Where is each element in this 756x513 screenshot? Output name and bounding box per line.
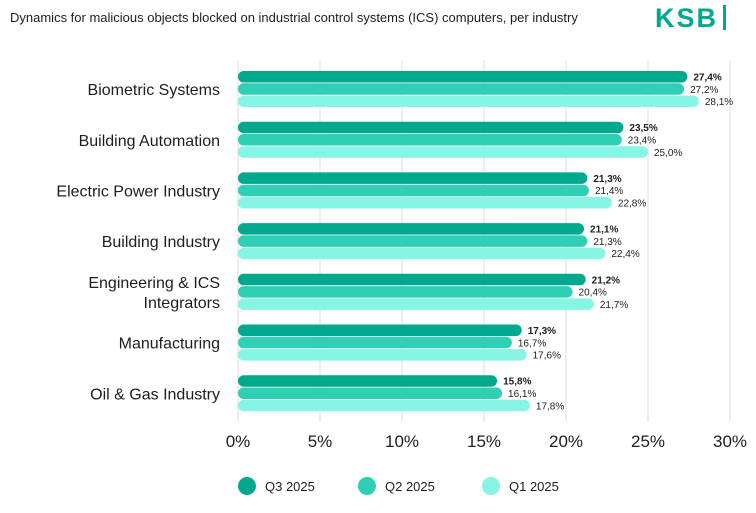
bar-q3-2 xyxy=(238,172,588,184)
data-label-q1-1: 25,0% xyxy=(654,148,682,159)
bar-q3-5 xyxy=(238,324,522,336)
legend-swatch xyxy=(482,477,500,495)
x-tick-label-4: 20% xyxy=(549,432,583,451)
legend-label: Q3 2025 xyxy=(265,478,315,494)
data-label-q3-0: 27,4% xyxy=(693,73,721,84)
category-label-3: Building Industry xyxy=(102,234,220,251)
bar-q2-2 xyxy=(238,184,589,197)
bar-q3-1 xyxy=(238,121,624,134)
x-tick-label-1: 5% xyxy=(308,432,333,451)
data-label-q2-5: 16,7% xyxy=(518,338,546,349)
legend-label: Q2 2025 xyxy=(385,478,435,494)
legend-label: Q1 2025 xyxy=(509,478,559,494)
legend-swatch xyxy=(358,477,376,495)
x-tick-label-0: 0% xyxy=(226,432,251,451)
bar-q1-4 xyxy=(238,298,594,310)
data-label-q1-6: 17,8% xyxy=(536,401,564,412)
data-label-q2-0: 27,2% xyxy=(690,85,718,96)
chart-title: Dynamics for malicious objects blocked o… xyxy=(10,10,578,25)
data-label-q3-1: 23,5% xyxy=(629,123,657,134)
data-label-q2-6: 16,1% xyxy=(508,389,536,400)
data-label-q3-3: 21,1% xyxy=(590,225,618,236)
bar-q1-6 xyxy=(238,399,530,412)
bar-q3-6 xyxy=(238,375,498,387)
x-tick-label-5: 25% xyxy=(631,432,665,451)
bar-q2-1 xyxy=(238,134,622,146)
bar-q1-3 xyxy=(238,247,606,260)
bar-q3-4 xyxy=(238,273,586,286)
data-label-q3-4: 21,2% xyxy=(592,275,620,286)
bar-q1-2 xyxy=(238,197,612,209)
bar-q1-5 xyxy=(238,349,527,361)
data-label-q3-2: 21,3% xyxy=(593,174,621,185)
category-label-2: Electric Power Industry xyxy=(56,183,220,200)
bar-q1-1 xyxy=(238,146,648,158)
x-tick-label-6: 30% xyxy=(713,432,747,451)
data-label-q2-2: 21,4% xyxy=(595,186,623,197)
category-label-0: Biometric Systems xyxy=(88,82,220,99)
bar-chart: 0% 5% 10% 15% 20% 25% 30% Biometric Systems 27,4… xyxy=(56,60,747,451)
data-label-q1-0: 28,1% xyxy=(705,97,733,108)
data-label-q1-5: 17,6% xyxy=(533,351,561,362)
bar-q3-0 xyxy=(238,71,688,83)
bar-q2-0 xyxy=(238,83,685,95)
bar-q3-3 xyxy=(238,223,585,235)
bar-q1-0 xyxy=(238,95,699,108)
legend-swatch xyxy=(238,477,256,495)
data-label-q2-1: 23,4% xyxy=(628,136,656,147)
bar-q2-5 xyxy=(238,336,512,349)
ksb-logo: KSB xyxy=(655,3,727,34)
logo-bar xyxy=(723,5,727,30)
bar-q2-4 xyxy=(238,286,573,298)
legend-item-q1: Q1 2025 xyxy=(482,477,559,495)
legend-item-q3: Q3 2025 xyxy=(238,477,315,495)
data-label-q2-3: 21,3% xyxy=(593,237,621,248)
legend-item-q2: Q2 2025 xyxy=(358,477,435,495)
chart-legend: Q3 2025 Q2 2025 Q1 2025 xyxy=(0,477,756,503)
x-tick-label-3: 15% xyxy=(467,432,501,451)
data-label-q1-4: 21,7% xyxy=(600,300,628,311)
data-label-q1-3: 22,4% xyxy=(611,249,639,260)
category-label-4-line-1: Integrators xyxy=(144,295,220,312)
category-label-6: Oil & Gas Industry xyxy=(90,386,220,403)
category-label-5: Manufacturing xyxy=(119,336,220,353)
x-tick-label-2: 10% xyxy=(385,432,419,451)
bar-q2-6 xyxy=(238,387,503,399)
data-label-q3-6: 15,8% xyxy=(503,377,531,388)
logo-text: KSB xyxy=(655,3,719,33)
data-label-q1-2: 22,8% xyxy=(618,199,646,210)
data-label-q3-5: 17,3% xyxy=(528,326,556,337)
category-label-1: Building Automation xyxy=(79,133,220,150)
bar-q2-3 xyxy=(238,235,588,247)
category-label-4-line-0: Engineering & ICS xyxy=(88,275,220,292)
data-label-q2-4: 20,4% xyxy=(579,288,607,299)
